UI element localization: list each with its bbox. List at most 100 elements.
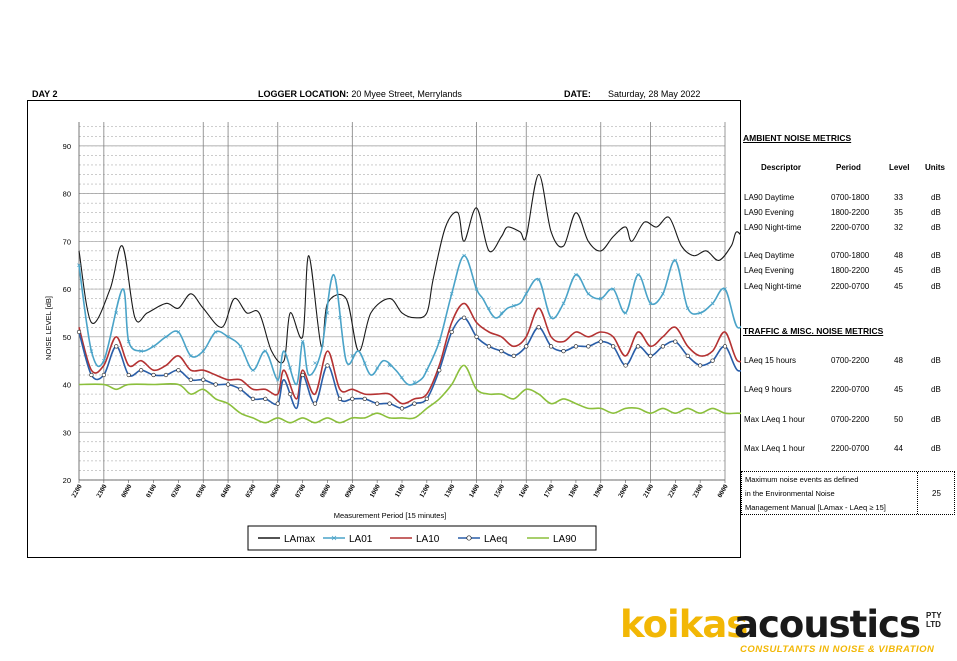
max-events-value: 25 <box>932 489 941 498</box>
series-marker-la01 <box>263 349 268 353</box>
x-tick-label: 1600 <box>517 483 531 500</box>
series-marker-laeq <box>176 368 181 373</box>
legend-label-laeq: LAeq <box>484 534 507 545</box>
x-tick-label: 1100 <box>393 483 407 499</box>
x-tick-label: 2200 <box>666 483 680 500</box>
series-marker-la01 <box>449 291 454 296</box>
col-period: Period <box>836 163 861 172</box>
traffic-row-2-period: 0700-2200 <box>831 415 870 424</box>
series-marker-laeq <box>188 377 193 382</box>
series-marker-la01 <box>400 375 404 380</box>
series-marker-laeq <box>598 339 603 344</box>
series-marker-la01 <box>561 301 566 306</box>
series-line-laeq <box>78 316 741 410</box>
ambient-row-4-units: dB <box>931 266 941 275</box>
series-marker-la01 <box>487 306 491 311</box>
x-tick-label: 2300 <box>691 483 705 500</box>
logo-word-acoustics: acoustics <box>734 603 921 646</box>
series-marker-la01 <box>126 339 131 344</box>
series-marker-laeq <box>710 358 715 363</box>
series-marker-la01 <box>648 301 653 306</box>
noise-level-chart: 20 30 40 50 60 70 80 90 2200 2300 0000 0100 0200 030… <box>44 122 741 551</box>
series-marker-la01 <box>89 349 94 353</box>
series-marker-la01 <box>362 361 367 365</box>
traffic-row-3-descriptor: Max LAeq 1 hour <box>744 444 805 453</box>
ambient-row-2-descriptor: LA90 Night-time <box>744 223 802 232</box>
series-marker-laeq <box>89 372 94 378</box>
x-tick-label: 0800 <box>318 483 332 500</box>
series-line-la01 <box>78 254 741 386</box>
series-marker-la01 <box>213 330 218 334</box>
ambient-row-4-period: 1800-2200 <box>831 266 870 275</box>
series-marker-la01 <box>375 365 380 370</box>
x-tick-label: 2100 <box>641 483 655 500</box>
series-marker-laeq <box>511 353 516 358</box>
traffic-row-0-descriptor: LAeq 15 hours <box>744 356 797 365</box>
series-marker-laeq <box>424 396 429 401</box>
series-marker-laeq <box>462 315 467 320</box>
series-marker-laeq <box>449 329 454 335</box>
date-value: Saturday, 28 May 2022 <box>608 89 701 99</box>
series-marker-laeq <box>524 344 529 349</box>
max-events-line-2: in the Environmental Noise <box>745 489 835 498</box>
y-axis-label: NOISE LEVEL [dB] <box>44 296 53 360</box>
date-label: DATE: <box>564 89 591 99</box>
x-tick-label: 0500 <box>244 483 258 500</box>
series-marker-laeq <box>685 353 690 358</box>
series-marker-laeq <box>722 344 728 349</box>
series-marker-la01 <box>325 311 330 315</box>
series-line-la90 <box>78 364 741 424</box>
series-marker-la01 <box>338 315 342 320</box>
vertical-gridlines <box>103 122 726 480</box>
legend-marker-la01 <box>331 535 337 541</box>
traffic-row-0-period: 0700-2200 <box>831 356 870 365</box>
x-tick-label: 1300 <box>442 483 456 500</box>
series-marker-la01 <box>238 344 243 349</box>
series-marker-la01 <box>623 311 628 315</box>
series-marker-laeq <box>275 401 280 406</box>
x-tick-label: 1000 <box>368 483 382 500</box>
traffic-row-3-units: dB <box>931 444 941 453</box>
series-marker-la01 <box>114 311 119 315</box>
x-tick-label: 2000 <box>616 483 630 500</box>
traffic-row-2-units: dB <box>931 415 941 424</box>
traffic-row-1-descriptor: LAeq 9 hours <box>744 385 792 394</box>
series-marker-la01 <box>661 291 665 296</box>
series-marker-laeq <box>635 344 641 349</box>
x-tick-label: 1900 <box>592 483 606 500</box>
series-marker-la01 <box>598 296 603 301</box>
x-tick-label: 1500 <box>492 483 506 500</box>
series-marker-laeq <box>362 396 367 401</box>
ambient-row-1-period: 1800-2200 <box>831 208 870 217</box>
series-marker-la01 <box>586 291 591 296</box>
series-marker-laeq <box>312 401 318 406</box>
ambient-table: Descriptor Period Level Units LA90 Dayti… <box>741 160 955 300</box>
logger-location-label: LOGGER LOCATION: <box>258 89 349 99</box>
series-marker-la01 <box>300 339 305 344</box>
series-marker-la01 <box>275 377 280 382</box>
series-marker-la01 <box>685 306 690 311</box>
series-marker-laeq <box>325 363 330 368</box>
series-marker-la01 <box>611 287 616 291</box>
ambient-row-3-period: 0700-1800 <box>831 251 870 260</box>
logo-pty-ltd: PTY LTD <box>926 611 942 629</box>
legend-label-la90: LA90 <box>553 534 577 545</box>
logger-location: LOGGER LOCATION: 20 Myee Street, Merryla… <box>258 89 462 99</box>
series-marker-la01 <box>350 354 355 358</box>
ambient-title: AMBIENT NOISE METRICS <box>743 133 852 143</box>
y-tick-label: 30 <box>63 428 71 437</box>
ambient-row-1-level: 35 <box>894 208 903 217</box>
series-marker-la01 <box>226 334 230 339</box>
y-tick-label: 50 <box>63 333 71 342</box>
series-marker-laeq <box>536 325 541 330</box>
day-label: DAY 2 <box>32 89 58 99</box>
x-tick-label: 0000 <box>716 483 730 500</box>
series-marker-laeq <box>288 391 293 397</box>
series-marker-laeq <box>163 372 169 378</box>
ambient-row-4-descriptor: LAeq Evening <box>744 266 794 275</box>
series-marker-laeq <box>437 368 442 373</box>
traffic-row-1-period: 2200-0700 <box>831 385 870 394</box>
col-level: Level <box>889 163 910 172</box>
ambient-row-0-descriptor: LA90 Daytime <box>744 193 795 202</box>
series-marker-laeq <box>337 396 342 401</box>
